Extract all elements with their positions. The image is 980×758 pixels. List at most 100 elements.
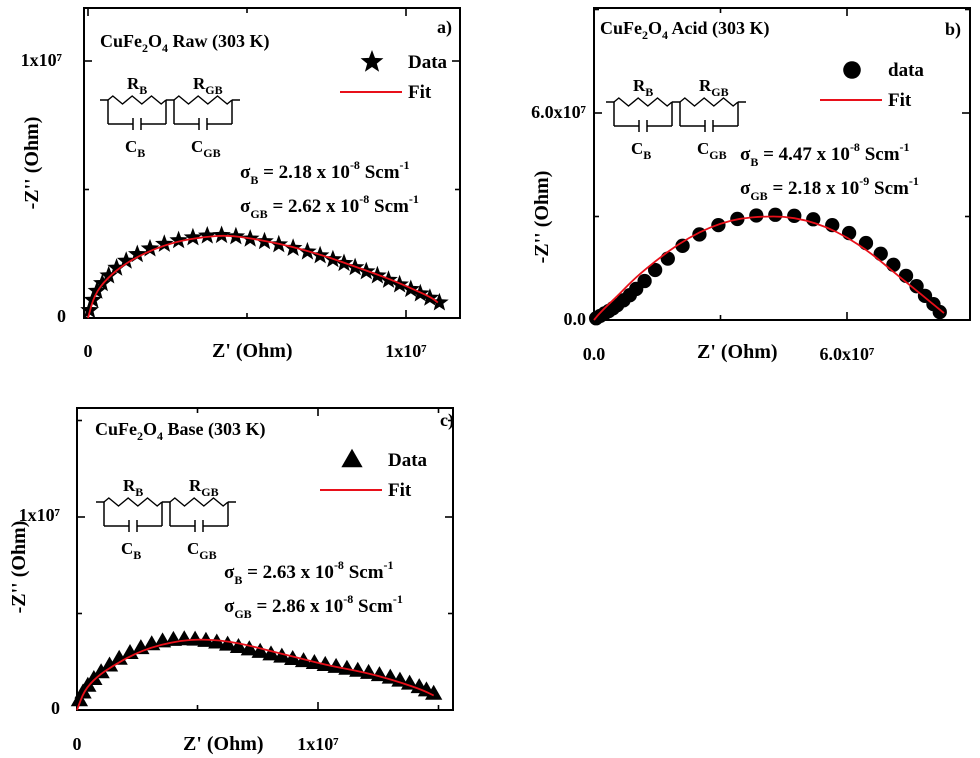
annotation-sigma: σ — [740, 144, 751, 165]
data-point — [898, 268, 914, 283]
label-main: R — [123, 476, 136, 495]
y-axis-label: -Z'' (Ohm) — [531, 171, 553, 264]
label-main: R — [633, 76, 646, 95]
data-point — [229, 637, 248, 653]
data-point — [92, 663, 110, 679]
legend: data Fit — [820, 60, 924, 111]
title-subscript: 4 — [662, 28, 668, 42]
data-point — [637, 273, 652, 289]
label-sub: GB — [711, 85, 728, 99]
legend-marker — [843, 61, 861, 79]
data-point — [327, 657, 345, 673]
resistor-zigzag — [107, 95, 167, 105]
data-point — [262, 645, 280, 661]
x-tick-label: 1x10⁷ — [385, 341, 427, 361]
annotation-value: = 2.18 x 10 — [258, 162, 350, 183]
label-main: C — [631, 139, 643, 158]
annotation-value: = 4.47 x 10 — [758, 144, 850, 165]
label-main: R — [189, 476, 202, 495]
panel-label: a) — [437, 17, 452, 38]
title-part: O — [148, 31, 162, 51]
x-axis-label: Z' (Ohm) — [697, 341, 778, 363]
data-point — [140, 238, 160, 257]
data-point — [87, 281, 107, 299]
annotation-subscript: GB — [750, 189, 767, 203]
annotation-exponent: -1 — [384, 558, 394, 572]
annotation-exponent: -8 — [343, 592, 353, 606]
label-sub: GB — [203, 146, 220, 160]
y-tick-label: 0.0 — [564, 309, 587, 329]
data-point — [909, 279, 924, 294]
data-point — [858, 235, 874, 251]
data-point — [338, 659, 356, 675]
y-tick-label: 0 — [51, 698, 60, 718]
annotation-unit: Scm — [369, 196, 409, 217]
label-sub: B — [139, 83, 147, 97]
annotation-sigma: σ — [224, 562, 235, 583]
conductivity-annotation: σGB = 2.62 x 10-8 Scm-1 — [240, 192, 419, 221]
plot-frame — [76, 407, 454, 711]
data-point — [240, 640, 258, 656]
x-tick-label: 1x10⁷ — [297, 734, 339, 754]
data-point — [284, 649, 302, 665]
annotation-unit: Scm — [344, 562, 384, 583]
y-tick-label: 1x10⁷ — [19, 505, 61, 525]
annotation-subscript: B — [250, 173, 258, 187]
chart-panel-a: 0 1x10⁷ 0 1x10⁷ Z' (Ohm) -Z'' (Ohm) CuFe2O4 Ra… — [21, 7, 461, 362]
label-main: C — [191, 137, 203, 156]
data-point — [155, 234, 174, 252]
label-sub: GB — [199, 548, 216, 562]
annotation-subscript: GB — [234, 607, 251, 621]
legend-entry-data: Data — [388, 450, 428, 471]
chart-title: CuFe2O4 Acid (303 K) — [600, 18, 770, 42]
x-axis-label: Z' (Ohm) — [183, 733, 264, 755]
annotation-sigma: σ — [240, 196, 251, 217]
title-part: O — [648, 18, 662, 38]
chart-panel-b: 0.0 6.0x10⁷ 0.0 6.0x10⁷ Z' (Ohm) -Z'' (Ohm) Cu… — [531, 7, 971, 364]
data-point — [183, 227, 203, 246]
annotation-exponent: -8 — [334, 558, 344, 572]
data-point — [110, 649, 128, 665]
label-rgb: RGB — [189, 476, 219, 499]
annotation-exponent: -8 — [359, 192, 369, 206]
title-part: Acid (303 K) — [668, 18, 770, 39]
x-axis-label: Z' (Ohm) — [212, 340, 293, 362]
title-part: O — [143, 419, 157, 439]
label-rb: RB — [127, 74, 147, 97]
data-point — [70, 691, 89, 707]
annotation-value: = 2.18 x 10 — [768, 178, 860, 199]
legend-marker — [341, 448, 363, 468]
data-point — [749, 208, 764, 223]
annotation-exponent: -8 — [350, 158, 360, 172]
label-sub: GB — [201, 485, 218, 499]
annotation-sigma: σ — [240, 162, 251, 183]
annotation-exponent: -1 — [409, 192, 419, 206]
label-main: R — [127, 74, 140, 93]
title-subscript: 4 — [157, 429, 163, 443]
legend-entry-fit: Fit — [888, 90, 912, 111]
legend-entry-data: data — [888, 60, 924, 81]
title-subscript: 4 — [162, 41, 168, 55]
label-cgb: CGB — [187, 539, 217, 562]
data-point — [400, 674, 419, 690]
label-rgb: RGB — [699, 76, 729, 99]
title-part: CuFe — [95, 419, 137, 439]
data-point — [93, 273, 112, 292]
annotation-subscript: B — [750, 155, 758, 169]
x-tick-label: 0 — [84, 341, 93, 361]
data-point — [660, 251, 675, 266]
label-sub: B — [645, 85, 653, 99]
title-part: CuFe — [600, 18, 642, 38]
y-tick-label: 1x10⁷ — [21, 50, 63, 70]
chart-title: CuFe2O4 Base (303 K) — [95, 419, 266, 443]
conductivity-annotation: σB = 2.63 x 10-8 Scm-1 — [224, 558, 394, 587]
legend-marker — [360, 50, 384, 72]
annotation-exponent: -1 — [900, 140, 910, 154]
chart-title: CuFe2O4 Raw (303 K) — [100, 31, 270, 55]
data-point — [186, 630, 204, 646]
title-part: Base (303 K) — [163, 419, 266, 440]
label-rgb: RGB — [193, 74, 223, 97]
label-cb: CB — [125, 137, 145, 160]
resistor-zigzag — [173, 95, 233, 105]
